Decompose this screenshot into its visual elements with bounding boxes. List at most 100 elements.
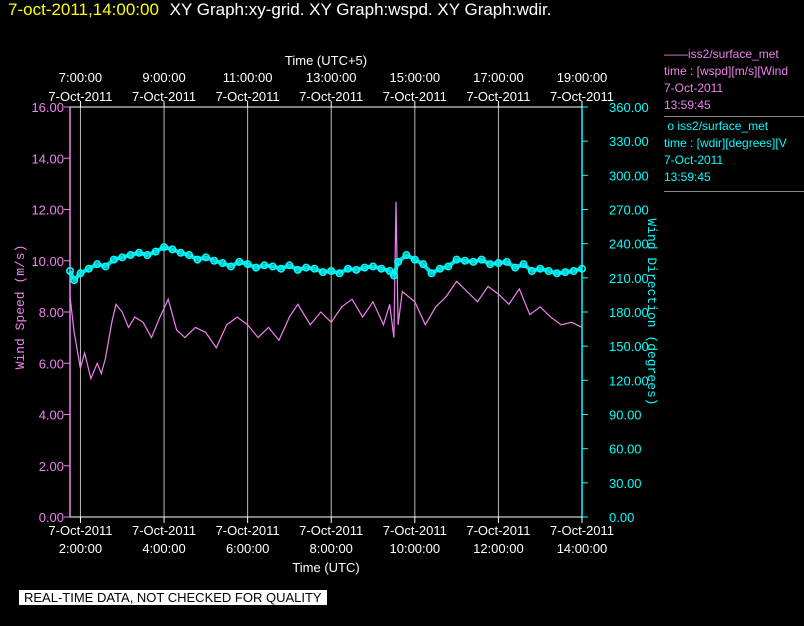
top-tick-time: 9:00:00 <box>142 70 185 85</box>
series-point-wdir <box>285 261 294 270</box>
series-point-wdir <box>327 266 336 275</box>
x-axis-title-bottom: Time (UTC) <box>292 560 359 575</box>
top-tick-date: 7-Oct-2011 <box>383 89 447 104</box>
series-point-wdir <box>469 257 478 266</box>
legend-wdir-time: 13:59:45 <box>664 170 711 184</box>
top-tick-time: 17:00:00 <box>473 70 524 85</box>
left-tick-label: 0.00 <box>39 510 64 525</box>
legend-wspd-marker: —— <box>664 47 688 61</box>
series-point-wdir <box>260 261 269 270</box>
series-point-wdir <box>118 253 127 262</box>
left-tick-label: 2.00 <box>39 459 64 474</box>
legend-wdir-expr: time : [wdir][degrees][V <box>664 136 787 150</box>
series-point-wdir <box>151 247 160 256</box>
series-point-wdir <box>389 271 398 280</box>
right-tick-label: 240.00 <box>609 237 649 252</box>
series-point-wdir <box>76 269 85 278</box>
series-point-wdir <box>343 264 352 273</box>
series-point-wdir <box>109 255 118 264</box>
top-tick-time: 15:00:00 <box>390 70 441 85</box>
bottom-tick-date: 7-Oct-2011 <box>383 523 447 538</box>
top-tick-date: 7-Oct-2011 <box>466 89 530 104</box>
series-point-wdir <box>293 265 302 274</box>
series-point-wdir <box>394 257 403 266</box>
left-tick-label: 4.00 <box>39 408 64 423</box>
series-point-wdir <box>427 269 436 278</box>
legend-entry-wdir[interactable]: o iss2/surface_met time : [wdir][degrees… <box>664 118 804 186</box>
series-point-wdir <box>218 259 227 268</box>
series-point-wdir <box>377 264 386 273</box>
bottom-tick-time: 4:00:00 <box>142 541 185 556</box>
y-axis-title-right: Wind Direction (degrees) <box>644 218 659 405</box>
series-point-wdir <box>502 257 511 266</box>
left-tick-label: 6.00 <box>39 356 64 371</box>
legend-wdir-name: iss2/surface_met <box>677 119 769 133</box>
series-point-wdir <box>527 266 536 275</box>
right-tick-label: 30.00 <box>609 476 642 491</box>
series-point-wdir <box>168 245 177 254</box>
top-tick-time: 19:00:00 <box>557 70 608 85</box>
legend-wspd-time: 13:59:45 <box>664 98 711 112</box>
series-point-wdir <box>134 248 143 257</box>
series-point-wdir <box>511 263 520 272</box>
series-point-wdir <box>402 251 411 260</box>
right-tick-label: 90.00 <box>609 408 642 423</box>
series-point-wdir <box>477 255 486 264</box>
bottom-tick-date: 7-Oct-2011 <box>299 523 363 538</box>
right-tick-label: 0.00 <box>609 510 634 525</box>
series-point-wdir <box>268 262 277 271</box>
legend-wspd-date: 7-Oct-2011 <box>664 81 724 95</box>
right-tick-label: 150.00 <box>609 339 649 354</box>
top-tick-time: 13:00:00 <box>306 70 357 85</box>
bottom-tick-date: 7-Oct-2011 <box>216 523 280 538</box>
bottom-tick-date: 7-Oct-2011 <box>550 523 614 538</box>
legend-divider <box>664 116 804 117</box>
series-point-wdir <box>318 268 327 277</box>
series-point-wdir <box>369 262 378 271</box>
bottom-tick-time: 14:00:00 <box>557 541 608 556</box>
series-point-wdir <box>84 264 93 273</box>
series-point-wdir <box>185 251 194 260</box>
series-point-wdir <box>176 248 185 257</box>
right-tick-label: 300.00 <box>609 168 649 183</box>
series-point-wdir <box>210 256 219 265</box>
top-tick-date: 7-Oct-2011 <box>132 89 196 104</box>
series-point-wdir <box>201 253 210 262</box>
graph-title: XY Graph:xy-grid. XY Graph:wspd. XY Grap… <box>169 0 552 19</box>
left-tick-label: 12.00 <box>31 203 64 218</box>
quality-warning-banner: REAL-TIME DATA, NOT CHECKED FOR QUALITY <box>19 590 327 605</box>
bottom-tick-time: 6:00:00 <box>226 541 269 556</box>
series-point-wdir <box>70 276 79 285</box>
right-tick-label: 210.00 <box>609 271 649 286</box>
series-point-wdir <box>243 260 252 269</box>
series-point-wdir <box>160 243 169 252</box>
series-point-wdir <box>494 259 503 268</box>
y-axis-title-left: Wind Speed (m/s) <box>13 245 28 370</box>
series-band-wdir <box>68 245 583 283</box>
series-point-wdir <box>310 264 319 273</box>
legend-wdir-date: 7-Oct-2011 <box>664 153 724 167</box>
series-point-wdir <box>419 260 428 269</box>
series-point-wdir <box>277 264 286 273</box>
series-point-wdir <box>360 263 369 272</box>
right-tick-label: 360.00 <box>609 100 649 115</box>
bottom-tick-date: 7-Oct-2011 <box>132 523 196 538</box>
bottom-tick-time: 12:00:00 <box>473 541 524 556</box>
bottom-tick-time: 2:00:00 <box>59 541 102 556</box>
series-point-wdir <box>352 265 361 274</box>
right-tick-label: 120.00 <box>609 373 649 388</box>
series-point-wdir <box>552 269 561 278</box>
series-point-wdir <box>544 266 553 275</box>
left-tick-label: 14.00 <box>31 151 64 166</box>
top-tick-date: 7-Oct-2011 <box>550 89 614 104</box>
legend-wspd-name-line: ——iss2/surface_met <box>664 46 804 63</box>
series-point-wdir <box>460 256 469 265</box>
right-tick-label: 330.00 <box>609 134 649 149</box>
series-point-wdir <box>226 262 235 271</box>
legend-entry-wspd[interactable]: ——iss2/surface_met time : [wspd][m/s][Wi… <box>664 46 804 114</box>
series-point-wdir <box>93 260 102 269</box>
bottom-tick-time: 8:00:00 <box>310 541 353 556</box>
right-tick-label: 180.00 <box>609 305 649 320</box>
left-tick-label: 8.00 <box>39 305 64 320</box>
